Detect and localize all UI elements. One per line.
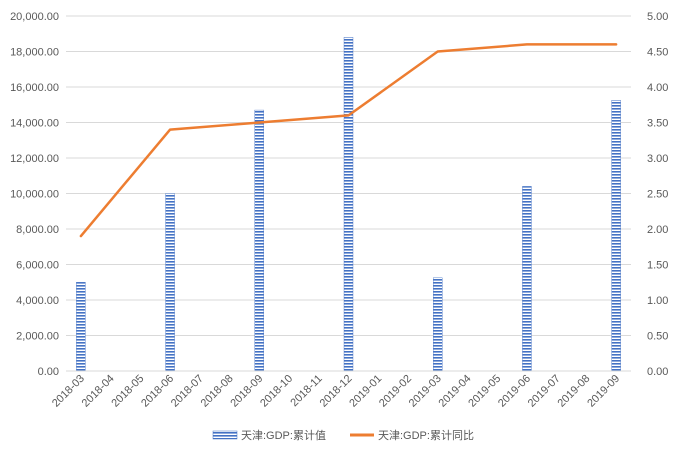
left-y-tick-label: 10,000.00	[10, 189, 59, 201]
left-y-tick-label: 18,000.00	[10, 47, 59, 59]
bar	[343, 37, 354, 372]
left-y-tick-label: 20,000.00	[10, 11, 59, 23]
right-y-tick-label: 0.50	[647, 331, 668, 343]
right-y-axis: 0.00 0.50 1.00 1.50 2.00 2.50 3.00 3.50 4.00 4.50…	[647, 11, 668, 378]
right-y-tick-label: 2.50	[647, 189, 668, 201]
left-y-tick-label: 16,000.00	[10, 82, 59, 94]
bar	[522, 186, 532, 372]
bar	[76, 282, 86, 372]
x-tick-label: 2019-09	[585, 373, 622, 410]
x-tick-label: 2018-10	[258, 373, 295, 410]
left-y-tick-label: 6,000.00	[16, 260, 59, 272]
right-y-tick-label: 3.50	[647, 118, 668, 130]
left-y-axis: 0.00 2,000.00 4,000.00 6,000.00 8,000.00 10,0…	[10, 11, 59, 378]
legend: 天津:GDP:累计值 天津:GDP:累计同比	[212, 429, 474, 442]
bar	[254, 109, 264, 372]
right-y-tick-label: 1.50	[647, 260, 668, 272]
left-y-tick-label: 12,000.00	[10, 153, 59, 165]
right-y-tick-label: 4.50	[647, 47, 668, 59]
right-y-tick-label: 4.00	[647, 82, 668, 94]
bar	[611, 100, 621, 372]
left-y-tick-label: 8,000.00	[16, 224, 59, 236]
legend-label-line: 天津:GDP:累计同比	[378, 429, 474, 442]
left-y-tick-label: 14,000.00	[10, 118, 59, 130]
x-axis: 2018-032018-042018-052018-062018-072018-…	[50, 370, 631, 410]
legend-swatch-bar	[212, 430, 238, 440]
right-y-tick-label: 3.00	[647, 153, 668, 165]
legend-label-bar: 天津:GDP:累计值	[241, 429, 326, 442]
left-y-tick-label: 4,000.00	[16, 295, 59, 307]
bar	[433, 277, 443, 372]
right-y-tick-label: 5.00	[647, 11, 668, 23]
right-y-tick-label: 1.00	[647, 295, 668, 307]
left-y-tick-label: 0.00	[38, 366, 59, 378]
right-y-tick-label: 2.00	[647, 224, 668, 236]
left-y-tick-label: 2,000.00	[16, 331, 59, 343]
line-series	[79, 43, 618, 238]
right-y-tick-label: 0.00	[647, 366, 668, 378]
bar	[165, 193, 175, 372]
